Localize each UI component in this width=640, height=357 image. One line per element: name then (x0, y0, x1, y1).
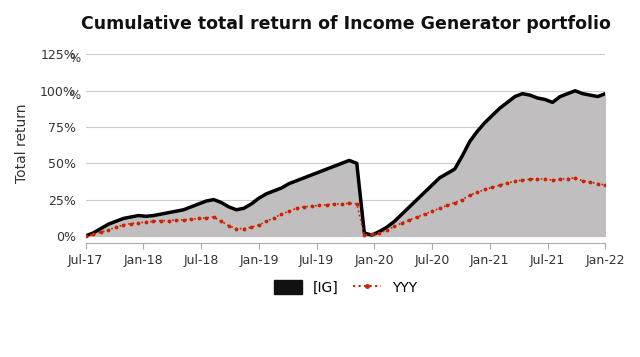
Y-axis label: Total return: Total return (15, 103, 29, 183)
Title: Cumulative total return of Income Generator portfolio: Cumulative total return of Income Genera… (81, 15, 611, 33)
Legend: [IG], YYY: [IG], YYY (269, 274, 422, 300)
Text: %: % (69, 52, 81, 65)
Text: %: % (69, 89, 81, 102)
